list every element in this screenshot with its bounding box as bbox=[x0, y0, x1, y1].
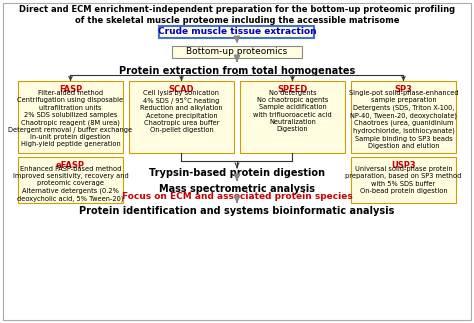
Text: Universal solid-phase protein
preparation, based on SP3 method
with 5% SDS buffe: Universal solid-phase protein preparatio… bbox=[346, 166, 462, 194]
Bar bbox=[129, 81, 234, 153]
Text: SP3: SP3 bbox=[394, 85, 412, 94]
Text: SCAD: SCAD bbox=[169, 85, 194, 94]
Text: No detergents
No chaotropic agents
Sample acidification
with trifluoroacetic aci: No detergents No chaotropic agents Sampl… bbox=[253, 90, 332, 132]
Text: Crude muscle tissue extraction: Crude muscle tissue extraction bbox=[158, 27, 316, 36]
Text: Protein identification and systems bioinformatic analysis: Protein identification and systems bioin… bbox=[79, 206, 395, 216]
Text: FASP: FASP bbox=[59, 85, 82, 94]
Text: Protein extraction from total homogenates: Protein extraction from total homogenate… bbox=[119, 66, 355, 76]
Text: Trypsin-based protein digestion: Trypsin-based protein digestion bbox=[149, 168, 325, 178]
Bar bbox=[159, 26, 315, 38]
Bar bbox=[351, 81, 456, 153]
Text: Mass spectrometric analysis: Mass spectrometric analysis bbox=[159, 184, 315, 194]
Text: Single-pot solid-phase-enhanced
sample preparation
Detergents (SDS, Triton X-100: Single-pot solid-phase-enhanced sample p… bbox=[349, 90, 458, 149]
Bar bbox=[240, 81, 345, 153]
Text: USP3: USP3 bbox=[391, 161, 416, 170]
Text: eFASP: eFASP bbox=[56, 161, 85, 170]
Text: Focus on ECM and associated protein species: Focus on ECM and associated protein spec… bbox=[122, 192, 352, 201]
Text: Filter-aided method
Centrifugation using disposable
ultrafiltration units
2% SDS: Filter-aided method Centrifugation using… bbox=[9, 90, 133, 147]
Bar bbox=[351, 157, 456, 203]
Bar bbox=[18, 157, 123, 203]
Text: Enhanced FASP-based method
Improved sensitivity, recovery and
proteomic coverage: Enhanced FASP-based method Improved sens… bbox=[13, 166, 128, 202]
Text: Bottom-up proteomics: Bottom-up proteomics bbox=[186, 47, 288, 57]
Text: SPEED: SPEED bbox=[277, 85, 308, 94]
Bar bbox=[18, 81, 123, 153]
Text: Cell lysis by sonication
4% SDS / 95°C heating
Reduction and alkylation
Acetone : Cell lysis by sonication 4% SDS / 95°C h… bbox=[140, 90, 223, 133]
Bar bbox=[172, 46, 302, 58]
Text: Direct and ECM enrichment-independent preparation for the bottom-up proteomic pr: Direct and ECM enrichment-independent pr… bbox=[19, 5, 455, 25]
